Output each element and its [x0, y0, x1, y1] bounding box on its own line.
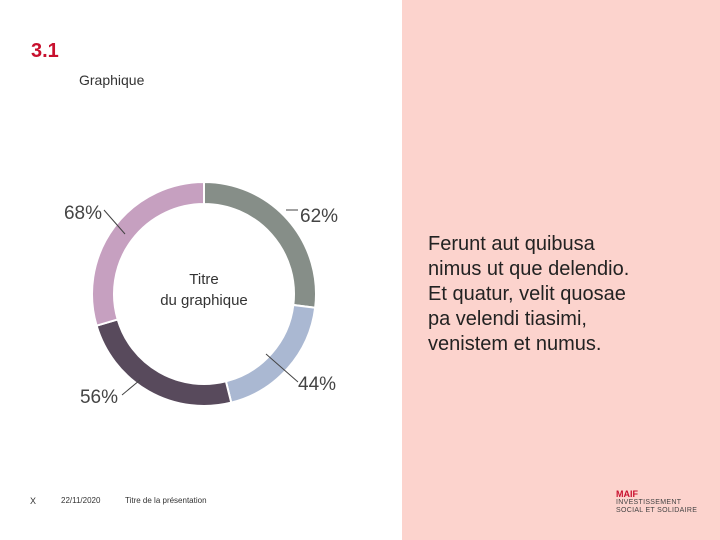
side-panel	[402, 0, 720, 540]
logo-brand: MAIF	[616, 489, 638, 499]
section-label: Graphique	[79, 72, 145, 88]
chart-title-line: du graphique	[160, 292, 248, 309]
footer-title: Titre de la présentation	[125, 496, 207, 505]
leader-line	[121, 379, 141, 396]
donut-slice	[203, 180, 317, 309]
chart-title-line: Titre	[189, 271, 218, 288]
body-text: Ferunt aut quibusa nimus ut que delendio…	[428, 233, 630, 355]
leader-line	[265, 353, 299, 383]
logo-line-1: INVESTISSEMENT	[616, 499, 682, 506]
donut-chart: 62% 44% 56% 68% Titre du graphique	[64, 180, 338, 408]
section-number: 3.1	[31, 40, 59, 62]
chart-data-labels: 62% 44% 56% 68%	[64, 203, 338, 408]
donut-slice	[91, 180, 205, 327]
maif-logo: MAIF INVESTISSEMENT SOCIAL ET SOLIDAIRE	[616, 490, 706, 515]
footer-slide-number: X	[30, 496, 37, 506]
footer-date: 22/11/2020	[61, 496, 101, 505]
chart-slices	[91, 180, 317, 407]
chart-title: Titre du graphique	[160, 271, 248, 309]
data-label: 56%	[80, 387, 118, 408]
logo-line-2: SOCIAL ET SOLIDAIRE	[616, 507, 698, 514]
chart-leader-lines	[103, 209, 299, 396]
data-label: 68%	[64, 203, 102, 224]
data-label: 62%	[300, 206, 338, 227]
data-label: 44%	[298, 374, 336, 395]
leader-line	[103, 209, 126, 235]
